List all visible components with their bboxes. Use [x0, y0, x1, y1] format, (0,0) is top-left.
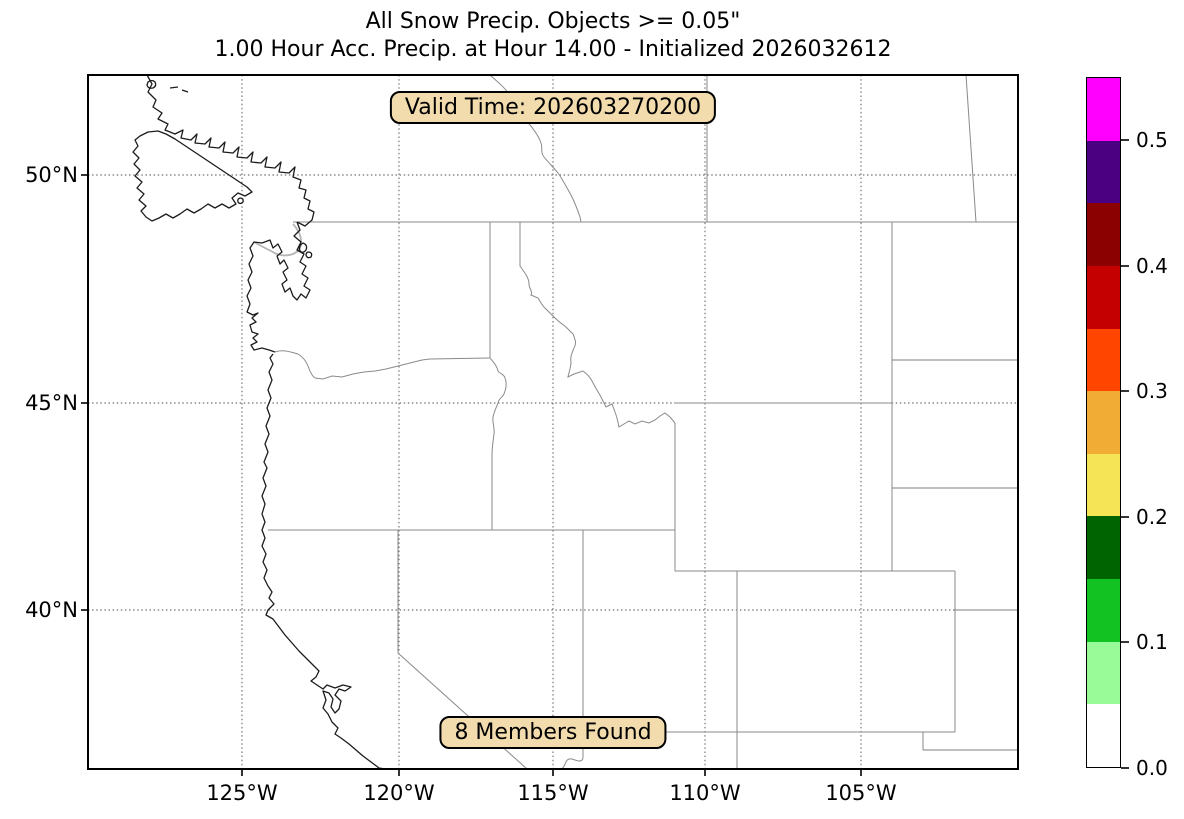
- colorbar-label-0-3: 0.3: [1136, 379, 1168, 403]
- colorbar-segment: [1087, 391, 1120, 454]
- coastline: [132, 74, 386, 770]
- colorbar-segment: [1087, 516, 1120, 580]
- state-borders: [268, 74, 1018, 770]
- colorbar-segment: [1087, 78, 1120, 141]
- lon-tick-label-105w: 105°W: [825, 781, 897, 805]
- lon-tick-label-120w: 120°W: [363, 781, 435, 805]
- colorbar-segment: [1087, 140, 1120, 204]
- lat-tick-label-45n: 45°N: [25, 391, 78, 415]
- plot-title-line1: All Snow Precip. Objects >= 0.05": [365, 9, 741, 34]
- state-borders-light: [253, 223, 1018, 751]
- axis-ticks: [81, 174, 862, 776]
- colorbar-label-0-0: 0.0: [1136, 756, 1168, 780]
- colorbar-label-0-1: 0.1: [1136, 630, 1168, 654]
- lon-tick-label-125w: 125°W: [206, 781, 278, 805]
- lon-tick-label-110w: 110°W: [669, 781, 741, 805]
- colorbar-label-0-2: 0.2: [1136, 505, 1168, 529]
- lon-tick-label-115w: 115°W: [517, 781, 589, 805]
- valid-time-text: Valid Time: 202603270200: [404, 95, 702, 120]
- valid-time-box: Valid Time: 202603270200: [389, 91, 717, 124]
- gridlines: [88, 75, 1018, 769]
- lat-tick-label-40n: 40°N: [25, 598, 78, 622]
- colorbar-label-0-5: 0.5: [1136, 128, 1168, 152]
- colorbar-label-0-4: 0.4: [1136, 254, 1168, 278]
- colorbar-segment: [1087, 704, 1120, 768]
- members-found-text: 8 Members Found: [454, 720, 652, 745]
- colorbar-segment: [1087, 265, 1120, 329]
- colorbar-segment: [1087, 328, 1120, 392]
- members-found-box: 8 Members Found: [439, 716, 667, 749]
- lat-tick-label-50n: 50°N: [25, 163, 78, 187]
- colorbar-segment: [1087, 453, 1120, 517]
- colorbar: [1086, 77, 1121, 768]
- colorbar-ticks: [1121, 139, 1129, 769]
- plot-title-line2: 1.00 Hour Acc. Precip. at Hour 14.00 - I…: [214, 37, 892, 62]
- colorbar-segment: [1087, 203, 1120, 266]
- colorbar-segment: [1087, 579, 1120, 642]
- plot-title: All Snow Precip. Objects >= 0.05" 1.00 H…: [88, 8, 1018, 64]
- colorbar-segment: [1087, 641, 1120, 705]
- map-frame: [87, 74, 1019, 770]
